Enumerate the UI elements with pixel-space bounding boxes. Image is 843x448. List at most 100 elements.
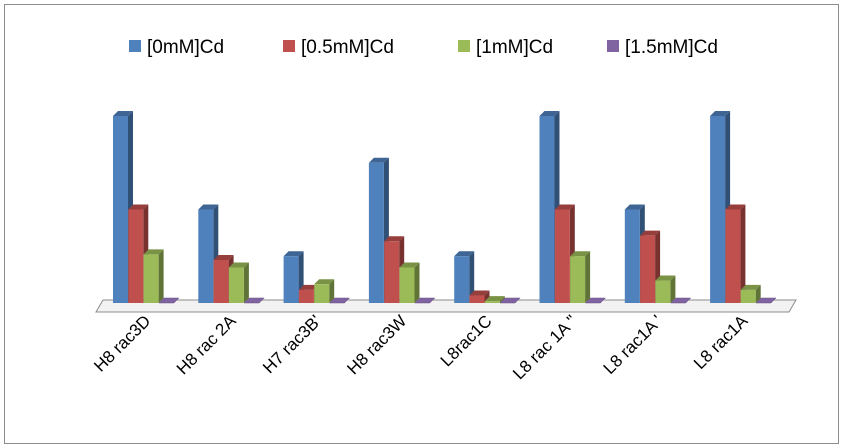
bar-front bbox=[368, 162, 384, 303]
bar-top bbox=[484, 296, 505, 302]
bar bbox=[570, 251, 591, 303]
chart-floor bbox=[95, 299, 797, 313]
bar-side bbox=[499, 296, 505, 303]
bar-side bbox=[158, 249, 164, 303]
bar-top bbox=[283, 251, 304, 257]
bar-top bbox=[143, 249, 164, 255]
bar-front bbox=[213, 259, 229, 303]
bar-top bbox=[128, 204, 149, 210]
bar bbox=[243, 297, 265, 304]
bar-front bbox=[710, 116, 726, 303]
bar-top bbox=[570, 251, 591, 257]
bar-top bbox=[624, 204, 645, 210]
legend-label: [0.5mM]Cd bbox=[301, 37, 394, 58]
legend-swatch bbox=[607, 40, 619, 52]
bar-top bbox=[539, 111, 560, 116]
bar-top bbox=[314, 279, 335, 285]
bar-top bbox=[710, 111, 731, 116]
bar bbox=[484, 296, 505, 303]
bar-group bbox=[198, 204, 265, 304]
bar bbox=[469, 290, 490, 303]
bar-top bbox=[640, 230, 661, 236]
bar-top bbox=[328, 297, 351, 304]
bar-front bbox=[539, 116, 555, 303]
bar-top bbox=[198, 204, 219, 210]
bar bbox=[399, 262, 420, 303]
bar-top bbox=[670, 297, 692, 304]
bar-top bbox=[243, 297, 265, 304]
bar-front bbox=[298, 289, 314, 303]
bar-top bbox=[755, 297, 777, 304]
bar-front bbox=[143, 254, 159, 303]
bar-front bbox=[314, 284, 330, 303]
bar-front bbox=[655, 280, 671, 303]
bar-top bbox=[158, 297, 180, 304]
bar bbox=[655, 275, 676, 303]
bar-front bbox=[554, 209, 570, 303]
bar-front bbox=[283, 256, 299, 303]
bar-front bbox=[725, 209, 741, 303]
bar-top bbox=[368, 157, 389, 163]
bar-top bbox=[213, 254, 234, 260]
legend-item: [1.5mM]Cd bbox=[607, 37, 718, 58]
bar-top bbox=[554, 204, 575, 210]
legend-label: [1mM]Cd bbox=[476, 37, 553, 58]
bar bbox=[454, 251, 475, 303]
bar-front bbox=[228, 267, 244, 303]
bar-front bbox=[399, 267, 415, 303]
bar-top bbox=[384, 236, 405, 242]
bar-group bbox=[624, 204, 692, 304]
bar-top bbox=[740, 284, 761, 290]
bar bbox=[158, 297, 180, 304]
legend-item: [0.5mM]Cd bbox=[283, 37, 394, 58]
bar-top bbox=[228, 262, 249, 268]
bar bbox=[228, 262, 249, 303]
bar-top bbox=[469, 290, 490, 296]
bar-top bbox=[298, 284, 319, 290]
bar-top bbox=[499, 297, 521, 304]
bar-group bbox=[539, 111, 607, 304]
legend: [0mM]Cd [0.5mM]Cd [1mM]Cd [1.5mM]Cd bbox=[129, 37, 718, 58]
bar-front bbox=[128, 209, 144, 303]
bar bbox=[314, 279, 335, 303]
bar-group bbox=[710, 111, 777, 304]
bar-side bbox=[670, 275, 676, 303]
bars-layer bbox=[113, 111, 777, 304]
legend-label: [1.5mM]Cd bbox=[625, 37, 718, 58]
bar-top bbox=[414, 297, 436, 304]
bar-front bbox=[469, 295, 485, 303]
bar bbox=[725, 204, 746, 303]
bar bbox=[414, 297, 436, 304]
bar-front bbox=[384, 241, 400, 303]
bar-side bbox=[585, 251, 591, 303]
legend-item: [0mM]Cd bbox=[129, 37, 224, 58]
bar-front bbox=[484, 301, 500, 303]
legend-item: [1mM]Cd bbox=[458, 37, 553, 58]
bar-group bbox=[113, 111, 180, 304]
bar-front bbox=[740, 289, 756, 303]
bar-side bbox=[484, 290, 490, 303]
bar-side bbox=[329, 279, 335, 303]
bar bbox=[755, 297, 777, 304]
bar-front bbox=[640, 235, 656, 303]
bar bbox=[499, 297, 521, 304]
bar-side bbox=[740, 204, 746, 303]
legend-swatch bbox=[458, 40, 470, 52]
bar-side bbox=[469, 251, 475, 303]
floor-plane bbox=[95, 299, 797, 313]
bar bbox=[143, 249, 164, 303]
bar-front bbox=[198, 209, 214, 303]
legend-swatch bbox=[129, 40, 141, 52]
bar bbox=[740, 284, 761, 303]
bar-front bbox=[113, 116, 128, 303]
bar-side bbox=[414, 262, 420, 303]
bar-group bbox=[454, 251, 521, 304]
bar-top bbox=[113, 111, 133, 116]
bar-front bbox=[454, 256, 470, 303]
bar-side bbox=[755, 284, 761, 303]
bar-front bbox=[570, 256, 586, 303]
bar bbox=[328, 297, 351, 304]
bar-top bbox=[655, 275, 676, 281]
